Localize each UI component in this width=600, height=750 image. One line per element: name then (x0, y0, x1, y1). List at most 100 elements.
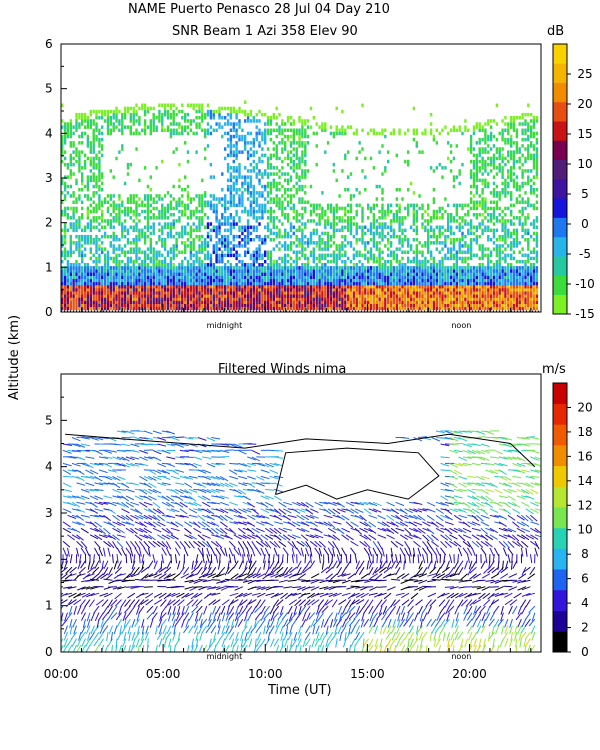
snr-cell (143, 294, 147, 298)
snr-cell (232, 197, 235, 201)
snr-cell (452, 269, 456, 273)
snr-cell (161, 253, 164, 258)
snr-cell (244, 288, 247, 292)
snr-cell (109, 203, 112, 208)
snr-cell (324, 231, 327, 236)
snr-cell (155, 269, 158, 273)
snr-cell (215, 259, 218, 264)
snr-cell (101, 116, 104, 120)
snr-cell (381, 209, 384, 214)
snr-cell (467, 272, 470, 276)
snr-cell (461, 219, 464, 223)
snr-cell (206, 216, 210, 220)
snr-cell (304, 306, 307, 311)
snr-cell (106, 131, 110, 136)
snr-cell (161, 125, 164, 129)
snr-cell (475, 153, 478, 158)
snr-cell (75, 294, 78, 298)
snr-cell (432, 213, 436, 217)
snr-cell (387, 266, 390, 270)
snr-cell (226, 112, 230, 117)
snr-cell (98, 166, 101, 170)
snr-cell (281, 222, 284, 226)
snr-cell (378, 231, 381, 236)
snr-cell (484, 303, 487, 308)
snr-cell (115, 284, 118, 289)
snr-cell (272, 291, 275, 295)
snr-cell (286, 288, 290, 292)
snr-cell (255, 162, 258, 167)
snr-cell (72, 213, 75, 217)
snr-cell (95, 178, 98, 183)
snr-cell (241, 297, 244, 301)
snr-cell (435, 278, 438, 283)
snr-cell (186, 263, 190, 267)
snr-cell (226, 272, 230, 276)
snr-cell (318, 244, 321, 248)
snr-cell (398, 259, 401, 264)
snr-cell (89, 162, 92, 167)
snr-cell (143, 297, 147, 301)
snr-cell (252, 278, 255, 283)
snr-cell (341, 109, 344, 114)
snr-cell (163, 244, 167, 248)
snr-cell (215, 266, 218, 270)
snr-cell (341, 259, 344, 264)
snr-cell (326, 291, 330, 295)
snr-cell (201, 259, 204, 264)
snr-cell (106, 222, 110, 226)
snr-cell (138, 294, 141, 298)
snr-cell (412, 137, 416, 142)
snr-cell (135, 194, 138, 198)
snr-cell (484, 228, 487, 233)
snr-cell (332, 228, 336, 233)
snr-cell (258, 156, 261, 161)
snr-cell (415, 213, 418, 217)
snr-cell (232, 219, 235, 223)
snr-cell (472, 231, 476, 236)
snr-cell (389, 250, 393, 254)
snr-cell (112, 209, 115, 214)
snr-cell (266, 222, 270, 226)
snr-cell (332, 222, 336, 226)
snr-cell (398, 266, 401, 270)
snr-cell (61, 253, 64, 258)
snr-cell (447, 278, 450, 283)
snr-cell (181, 284, 184, 289)
snr-cell (186, 194, 190, 198)
snr-cell (412, 297, 416, 301)
snr-cell (235, 263, 238, 267)
snr-cell (286, 291, 290, 295)
snr-cell (321, 288, 324, 292)
snr-cell (478, 178, 481, 183)
snr-cell (235, 234, 238, 239)
snr-cell (315, 303, 318, 308)
snr-cell (312, 241, 315, 245)
snr-cell (103, 294, 107, 298)
snr-cell (175, 281, 178, 286)
snr-cell (75, 300, 78, 304)
snr-cell (238, 291, 241, 295)
snr-cell (286, 162, 290, 167)
snr-cell (358, 150, 361, 154)
snr-cell (184, 231, 187, 236)
snr-cell (461, 238, 464, 242)
snr-cell (349, 209, 353, 214)
snr-cell (226, 266, 230, 270)
snr-cell (301, 306, 304, 311)
snr-cell (158, 222, 161, 226)
snr-cell (381, 269, 384, 273)
snr-cell (75, 234, 78, 239)
snr-cell (415, 203, 418, 208)
snr-cell (201, 203, 204, 208)
snr-cell (421, 250, 424, 254)
snr-cell (481, 275, 484, 279)
snr-cell (475, 228, 478, 233)
snr-cell (412, 278, 416, 283)
snr-cell (209, 222, 213, 226)
snr-cell (184, 247, 187, 251)
snr-cell (429, 303, 433, 308)
snr-cell (452, 247, 456, 251)
snr-cell (298, 306, 301, 311)
snr-cell (429, 131, 433, 136)
